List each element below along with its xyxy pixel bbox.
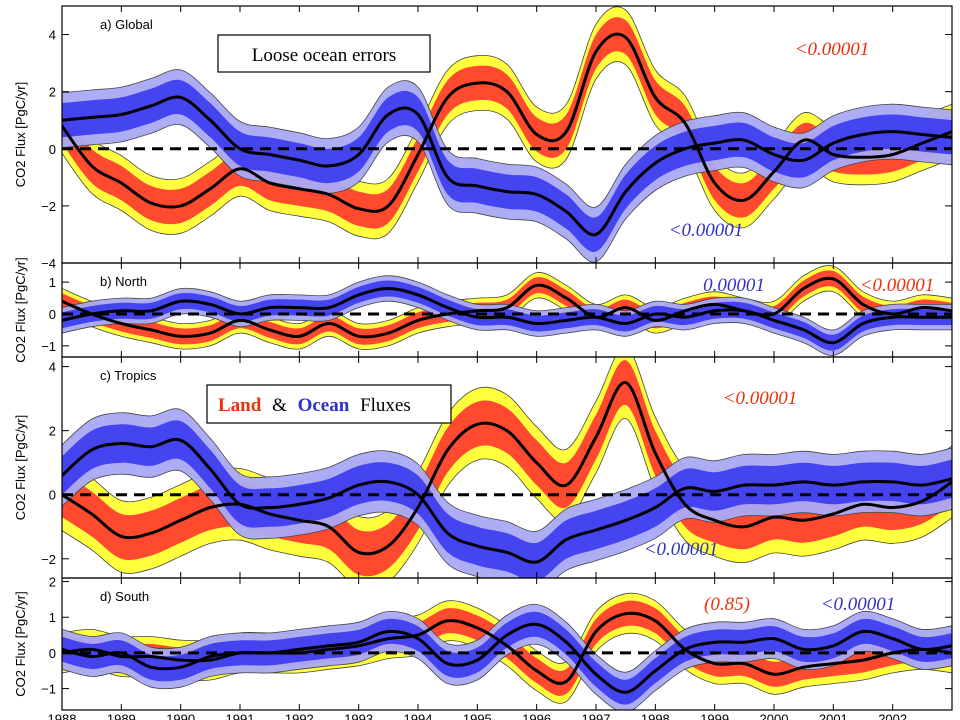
y-tick-label: 0 xyxy=(49,646,56,661)
land-mean-line xyxy=(62,611,952,685)
y-tick-label: −2 xyxy=(41,552,56,567)
y-axis-label: CO2 Flux [PgC/yr] xyxy=(13,591,28,696)
panel-2: 1 0 −1 b) North CO2 Flux [PgC/yr] 0.00001 <0.0… xyxy=(13,257,953,363)
loose-ocean-errors-callout: Loose ocean errors xyxy=(217,34,431,73)
x-tick-label: 1997 xyxy=(582,712,611,720)
y-tick-label: 4 xyxy=(49,360,56,375)
x-tick-label: 1998 xyxy=(641,712,670,720)
panel-1: 4 2 0 −2 −4 a) Global CO2 Flux [PgC/yr] <0.0000… xyxy=(13,5,953,271)
y-axis-label: CO2 Flux [PgC/yr] xyxy=(13,415,28,520)
x-tick-label: 2002 xyxy=(878,712,907,720)
ocean-core-band xyxy=(62,611,952,705)
y-axis-label: CO2 Flux [PgC/yr] xyxy=(13,257,28,362)
x-tick-label: 1988 xyxy=(48,712,77,720)
y-tick-label: −1 xyxy=(41,339,56,354)
y-tick-label: −1 xyxy=(41,682,56,697)
land-ocean-legend: Land & Ocean Fluxes xyxy=(206,384,452,424)
land-mean-line xyxy=(62,32,952,213)
y-tick-label: 1 xyxy=(49,275,56,290)
panel-title: c) Tropics xyxy=(100,368,157,383)
y-tick-label: 1 xyxy=(49,610,56,625)
p-value-land: <0.00001 xyxy=(860,275,935,296)
y-tick-label: 0 xyxy=(49,142,56,157)
x-tick-label: 1995 xyxy=(463,712,492,720)
p-value-land: <0.00001 xyxy=(795,39,870,60)
x-tick-label: 1992 xyxy=(285,712,314,720)
x-tick-label: 1993 xyxy=(344,712,373,720)
panel-4: 2 1 0 −1 d) South CO2 Flux [PgC/yr] (0.85) <0.0… xyxy=(13,575,953,720)
legend-text: Land & Ocean Fluxes xyxy=(218,395,411,416)
y-tick-label: 2 xyxy=(49,424,56,439)
plot-area xyxy=(62,265,952,356)
y-tick-label: 2 xyxy=(49,85,56,100)
ocean-outer-band xyxy=(62,408,952,578)
x-tick-label: 1990 xyxy=(166,712,195,720)
p-value-ocean: <0.00001 xyxy=(821,594,896,615)
x-tick-label: 2000 xyxy=(760,712,789,720)
legend-box xyxy=(206,384,452,424)
land-mean-line xyxy=(62,381,952,556)
legend-ocean: Ocean xyxy=(298,395,350,416)
y-axis-label: CO2 Flux [PgC/yr] xyxy=(13,82,28,187)
plot-area xyxy=(62,592,952,710)
x-tick-label: 1994 xyxy=(404,712,433,720)
ocean-core-band xyxy=(62,79,952,252)
panel-title: a) Global xyxy=(100,17,153,32)
ocean-core-band xyxy=(62,420,952,578)
panel-title: d) South xyxy=(100,589,149,604)
ocean-mean-line xyxy=(62,622,952,694)
x-tick-label: 1991 xyxy=(226,712,255,720)
ocean-mean-line xyxy=(62,437,952,564)
panel-frame xyxy=(61,577,953,711)
x-tick-label: 1989 xyxy=(107,712,136,720)
y-tick-label: 0 xyxy=(49,307,56,322)
land-mean-line xyxy=(62,276,952,339)
p-value-ocean: <0.00001 xyxy=(644,539,719,560)
p-value-ocean: 0.00001 xyxy=(703,275,765,296)
p-value-ocean: <0.00001 xyxy=(669,220,744,241)
legend-land: Land xyxy=(218,395,262,416)
y-tick-label: 2 xyxy=(49,575,56,590)
p-value-land: <0.00001 xyxy=(723,388,798,409)
plot-area xyxy=(62,6,952,263)
ocean-outer-band xyxy=(62,69,952,263)
legend-fluxes: Fluxes xyxy=(360,395,411,416)
panel-title: b) North xyxy=(100,274,147,289)
panel-3: 4 2 0 −2 c) Tropics CO2 Flux [PgC/yr] <0.00001… xyxy=(13,356,953,579)
y-tick-label: −2 xyxy=(41,199,56,214)
y-tick-label: 4 xyxy=(49,28,56,43)
ocean-core-band xyxy=(62,280,952,351)
x-tick-label: 2001 xyxy=(819,712,848,720)
y-tick-label: 0 xyxy=(49,488,56,503)
y-tick-label: −4 xyxy=(41,256,56,271)
legend-amp: & xyxy=(272,395,287,416)
x-tick-label: 1996 xyxy=(522,712,551,720)
ocean-mean-line xyxy=(62,286,952,345)
plot-area xyxy=(62,357,952,578)
x-tick-label: 1999 xyxy=(700,712,729,720)
p-value-land: (0.85) xyxy=(704,594,750,615)
ocean-mean-line xyxy=(62,95,952,237)
callout-box xyxy=(217,34,431,73)
loose-ocean-errors-text: Loose ocean errors xyxy=(252,45,397,66)
